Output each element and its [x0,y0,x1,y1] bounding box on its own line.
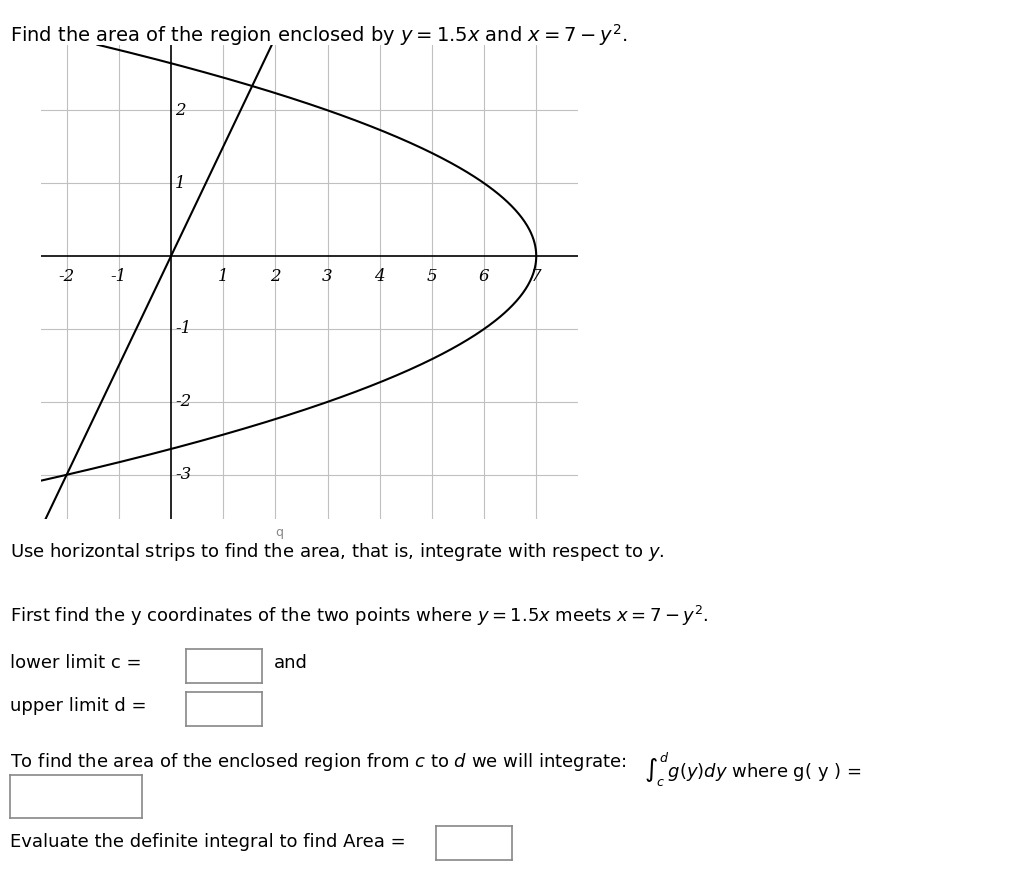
Text: 7: 7 [531,268,541,285]
Text: -1: -1 [111,268,127,285]
Text: $\int_c^d g(y)dy$ where g( y ) =: $\int_c^d g(y)dy$ where g( y ) = [644,751,861,789]
Text: q: q [275,526,283,539]
Text: Use horizontal strips to find the area, that is, integrate with respect to $y$.: Use horizontal strips to find the area, … [10,541,665,563]
Text: 3: 3 [322,268,333,285]
Text: 6: 6 [479,268,490,285]
Text: 2: 2 [175,102,186,119]
Text: 2: 2 [270,268,281,285]
Text: Find the area of the region enclosed by $y = 1.5x$ and $x = 7 - y^2$.: Find the area of the region enclosed by … [10,22,628,48]
Text: To find the area of the enclosed region from $c$ to $d$ we will integrate:: To find the area of the enclosed region … [10,751,627,773]
Text: 5: 5 [427,268,437,285]
Text: 4: 4 [374,268,385,285]
Text: and: and [274,654,307,672]
Text: -2: -2 [175,393,192,410]
Text: 1: 1 [218,268,228,285]
Text: First find the y coordinates of the two points where $y = 1.5x$ meets $x = 7 - y: First find the y coordinates of the two … [10,603,709,628]
Text: -2: -2 [59,268,75,285]
Text: -1: -1 [175,320,192,338]
Text: upper limit d =: upper limit d = [10,697,147,715]
Text: -3: -3 [175,467,192,484]
Text: lower limit c =: lower limit c = [10,654,142,672]
Text: Evaluate the definite integral to find Area =: Evaluate the definite integral to find A… [10,833,406,851]
Text: 1: 1 [175,174,186,191]
